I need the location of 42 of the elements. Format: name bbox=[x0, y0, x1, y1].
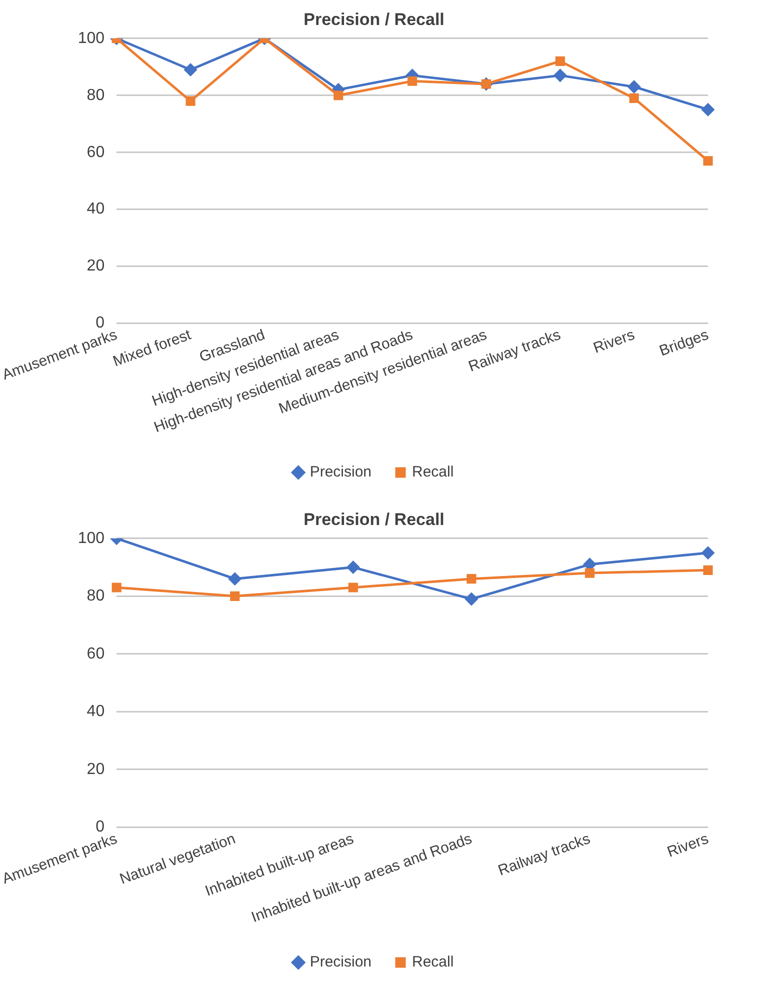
chart-title: Precision / Recall bbox=[304, 10, 444, 29]
point bbox=[228, 572, 242, 586]
point bbox=[629, 93, 639, 104]
y-tick-label: 80 bbox=[86, 588, 105, 605]
point bbox=[346, 561, 360, 574]
point bbox=[702, 103, 714, 116]
x-tick-label: Railway tracks bbox=[496, 830, 592, 880]
point bbox=[465, 592, 478, 606]
point bbox=[348, 582, 358, 592]
point bbox=[230, 591, 240, 601]
y-tick-label: 40 bbox=[86, 703, 105, 720]
y-tick-label: 80 bbox=[86, 86, 105, 104]
point bbox=[703, 156, 713, 166]
y-tick-label: 40 bbox=[86, 200, 105, 218]
x-tick-label: Rivers bbox=[665, 830, 711, 861]
point bbox=[186, 96, 196, 106]
point bbox=[702, 546, 714, 560]
legend-label: Precision bbox=[310, 464, 372, 481]
point bbox=[408, 76, 418, 86]
legend-label: Precision bbox=[310, 954, 372, 971]
y-tick-label: 100 bbox=[78, 530, 105, 547]
point bbox=[184, 63, 197, 76]
y-tick-label: 100 bbox=[78, 30, 105, 47]
y-tick-label: 60 bbox=[86, 645, 105, 662]
y-tick-label: 0 bbox=[96, 818, 105, 836]
point bbox=[584, 568, 595, 578]
point bbox=[466, 574, 476, 584]
point bbox=[628, 80, 640, 94]
point bbox=[112, 582, 122, 592]
legend-label: Recall bbox=[412, 464, 454, 481]
x-tick-label: Rivers bbox=[591, 326, 637, 357]
y-tick-label: 20 bbox=[86, 258, 105, 275]
y-tick-label: 60 bbox=[86, 144, 105, 161]
chart-title: Precision / Recall bbox=[304, 510, 444, 529]
point bbox=[703, 565, 713, 575]
point bbox=[334, 90, 344, 100]
x-tick-label: Bridges bbox=[657, 326, 711, 360]
y-tick-label: 0 bbox=[96, 314, 105, 332]
y-tick-label: 20 bbox=[86, 760, 105, 778]
point bbox=[555, 56, 565, 66]
point bbox=[554, 69, 566, 82]
legend-label: Recall bbox=[412, 954, 454, 971]
